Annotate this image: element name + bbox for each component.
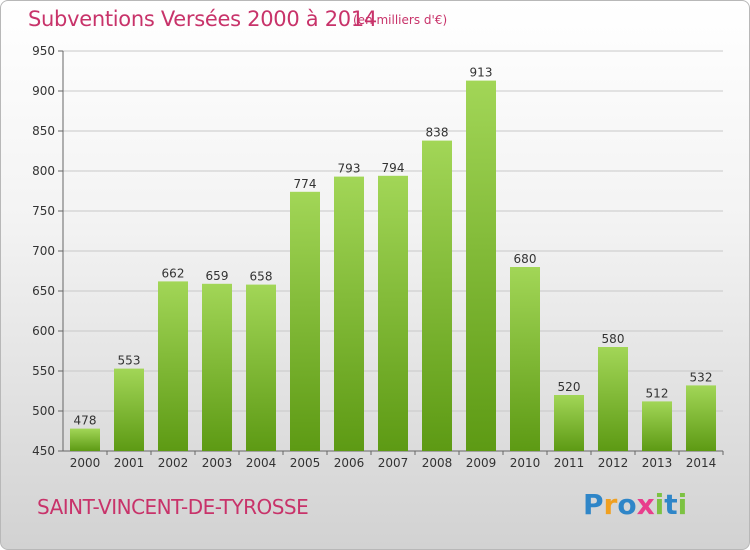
- logo-letter: o: [617, 488, 637, 521]
- value-label: 553: [118, 354, 141, 368]
- value-label: 580: [602, 332, 625, 346]
- y-tick-label: 650: [32, 284, 55, 298]
- y-tick-label: 900: [32, 84, 55, 98]
- logo-letter: i: [677, 488, 688, 521]
- logo-letter: x: [636, 488, 655, 521]
- value-label: 794: [382, 161, 405, 175]
- y-tick-label: 700: [32, 244, 55, 258]
- bar-2014: [686, 385, 716, 451]
- bar-2006: [334, 176, 364, 451]
- bar-2009: [466, 80, 496, 451]
- value-label: 913: [470, 66, 493, 80]
- value-label: 512: [646, 386, 669, 400]
- bar-2000: [70, 428, 100, 451]
- value-label: 659: [206, 269, 229, 283]
- value-label: 520: [558, 380, 581, 394]
- y-tick-label: 550: [32, 364, 55, 378]
- x-tick-label: 2013: [642, 456, 673, 470]
- bar-2012: [598, 347, 628, 451]
- y-tick-label: 850: [32, 124, 55, 138]
- x-tick-label: 2006: [334, 456, 365, 470]
- value-label: 793: [338, 162, 361, 176]
- bar-2004: [246, 284, 276, 451]
- x-tick-label: 2002: [158, 456, 189, 470]
- y-tick-label: 450: [32, 444, 55, 458]
- bar-2005: [290, 191, 320, 452]
- bar-2001: [114, 368, 144, 451]
- x-tick-label: 2010: [510, 456, 541, 470]
- bar-2011: [554, 395, 584, 451]
- logo-letter: r: [603, 488, 618, 521]
- value-label: 532: [690, 370, 713, 384]
- x-tick-label: 2007: [378, 456, 409, 470]
- value-label: 658: [250, 270, 273, 284]
- x-tick-label: 2012: [598, 456, 629, 470]
- x-tick-label: 2003: [202, 456, 233, 470]
- commune-name: SAINT-VINCENT-DE-TYROSSE: [37, 495, 309, 519]
- value-label: 838: [426, 126, 449, 140]
- x-tick-label: 2014: [686, 456, 717, 470]
- bar-2013: [642, 401, 672, 451]
- y-tick-label: 500: [32, 404, 55, 418]
- x-tick-label: 2000: [70, 456, 101, 470]
- bar-2002: [158, 281, 188, 451]
- x-tick-label: 2009: [466, 456, 497, 470]
- value-label: 478: [74, 414, 97, 428]
- proxiti-logo: Proxiti: [583, 488, 687, 521]
- value-label: 680: [514, 252, 537, 266]
- x-tick-label: 2011: [554, 456, 585, 470]
- value-label: 774: [294, 177, 317, 191]
- bar-2007: [378, 175, 408, 452]
- bar-2008: [422, 140, 452, 451]
- logo-letter: i: [654, 488, 665, 521]
- bar-2003: [202, 283, 232, 451]
- logo-letter: P: [583, 488, 604, 521]
- bar-2010: [510, 267, 540, 451]
- y-tick-label: 800: [32, 164, 55, 178]
- y-tick-label: 600: [32, 324, 55, 338]
- chart-subtitle: (en milliers d'€): [353, 13, 448, 27]
- y-tick-label: 950: [32, 44, 55, 58]
- x-tick-label: 2008: [422, 456, 453, 470]
- value-label: 662: [162, 266, 185, 280]
- chart-title: Subventions Versées 2000 à 2014: [28, 7, 377, 31]
- y-tick-label: 750: [32, 204, 55, 218]
- x-tick-label: 2004: [246, 456, 277, 470]
- x-tick-label: 2001: [114, 456, 145, 470]
- logo-letter: t: [664, 488, 678, 521]
- x-tick-label: 2005: [290, 456, 321, 470]
